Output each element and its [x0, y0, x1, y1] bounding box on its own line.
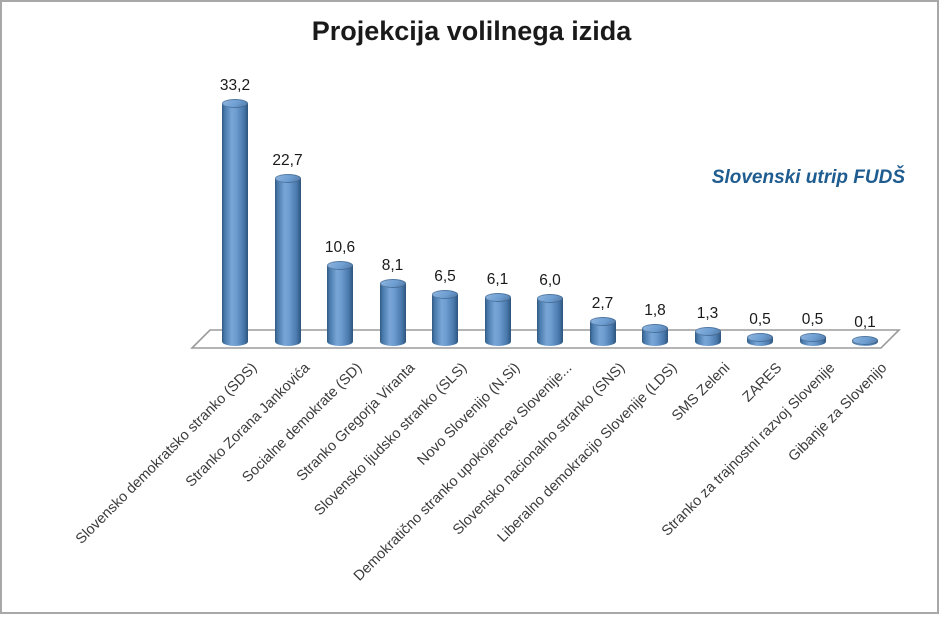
bar-cylinder — [537, 298, 563, 341]
bar-cylinder — [484, 297, 511, 341]
bar-top-ellipse — [274, 174, 301, 184]
bar-value-label: 0,1 — [854, 313, 876, 331]
bar-value-label: 0,5 — [749, 310, 771, 328]
bar-top-ellipse — [432, 290, 458, 300]
bar-bottom-ellipse — [327, 336, 353, 346]
bar-bottom-ellipse — [274, 336, 301, 346]
bar-top-ellipse — [537, 293, 563, 303]
bar-value-label: 8,1 — [381, 256, 404, 274]
bar-cylinder — [379, 283, 406, 341]
bar-value-label: 2,7 — [591, 295, 614, 313]
watermark-label: Slovenski utrip FUDŠ — [711, 167, 905, 188]
chart-title: Projekcija volilnega izida — [311, 16, 632, 46]
bar-top-ellipse — [589, 317, 616, 327]
bar-value-label: 6,0 — [539, 271, 561, 289]
bar-bottom-ellipse — [432, 336, 458, 346]
bar-cylinder — [432, 294, 458, 341]
bar-bottom-ellipse — [379, 336, 406, 346]
bar-cylinder — [327, 265, 353, 341]
bar-value-label: 33,2 — [219, 77, 251, 95]
bar-top-ellipse — [852, 335, 878, 345]
bar-top-ellipse — [484, 292, 511, 302]
bar-bottom-ellipse — [589, 336, 616, 346]
bar-value-label: 22,7 — [272, 152, 303, 170]
bar-bottom-ellipse — [642, 336, 668, 346]
bar-value-label: 0,5 — [801, 310, 824, 328]
bar-cylinder — [274, 178, 301, 341]
bar-top-ellipse — [747, 332, 773, 342]
bar-cylinder — [222, 103, 248, 341]
bar-cylinder — [589, 321, 616, 341]
bar-top-ellipse — [694, 327, 721, 337]
bar-top-ellipse — [327, 260, 353, 270]
bar-value-label: 1,3 — [696, 305, 719, 323]
bar-top-ellipse — [642, 323, 668, 333]
bar-bottom-ellipse — [222, 336, 248, 346]
bar-bottom-ellipse — [537, 336, 563, 346]
bar-value-label: 6,5 — [434, 268, 456, 286]
bar-bottom-ellipse — [484, 336, 511, 346]
bar-value-label: 1,8 — [644, 301, 666, 319]
bar-bottom-ellipse — [694, 336, 721, 346]
bar-value-label: 10,6 — [324, 238, 356, 256]
bar-top-ellipse — [799, 332, 826, 342]
bar-top-ellipse — [379, 278, 406, 288]
bar-value-label: 6,1 — [486, 270, 509, 288]
bar-cylinder — [694, 331, 721, 341]
bar-top-ellipse — [222, 99, 248, 109]
